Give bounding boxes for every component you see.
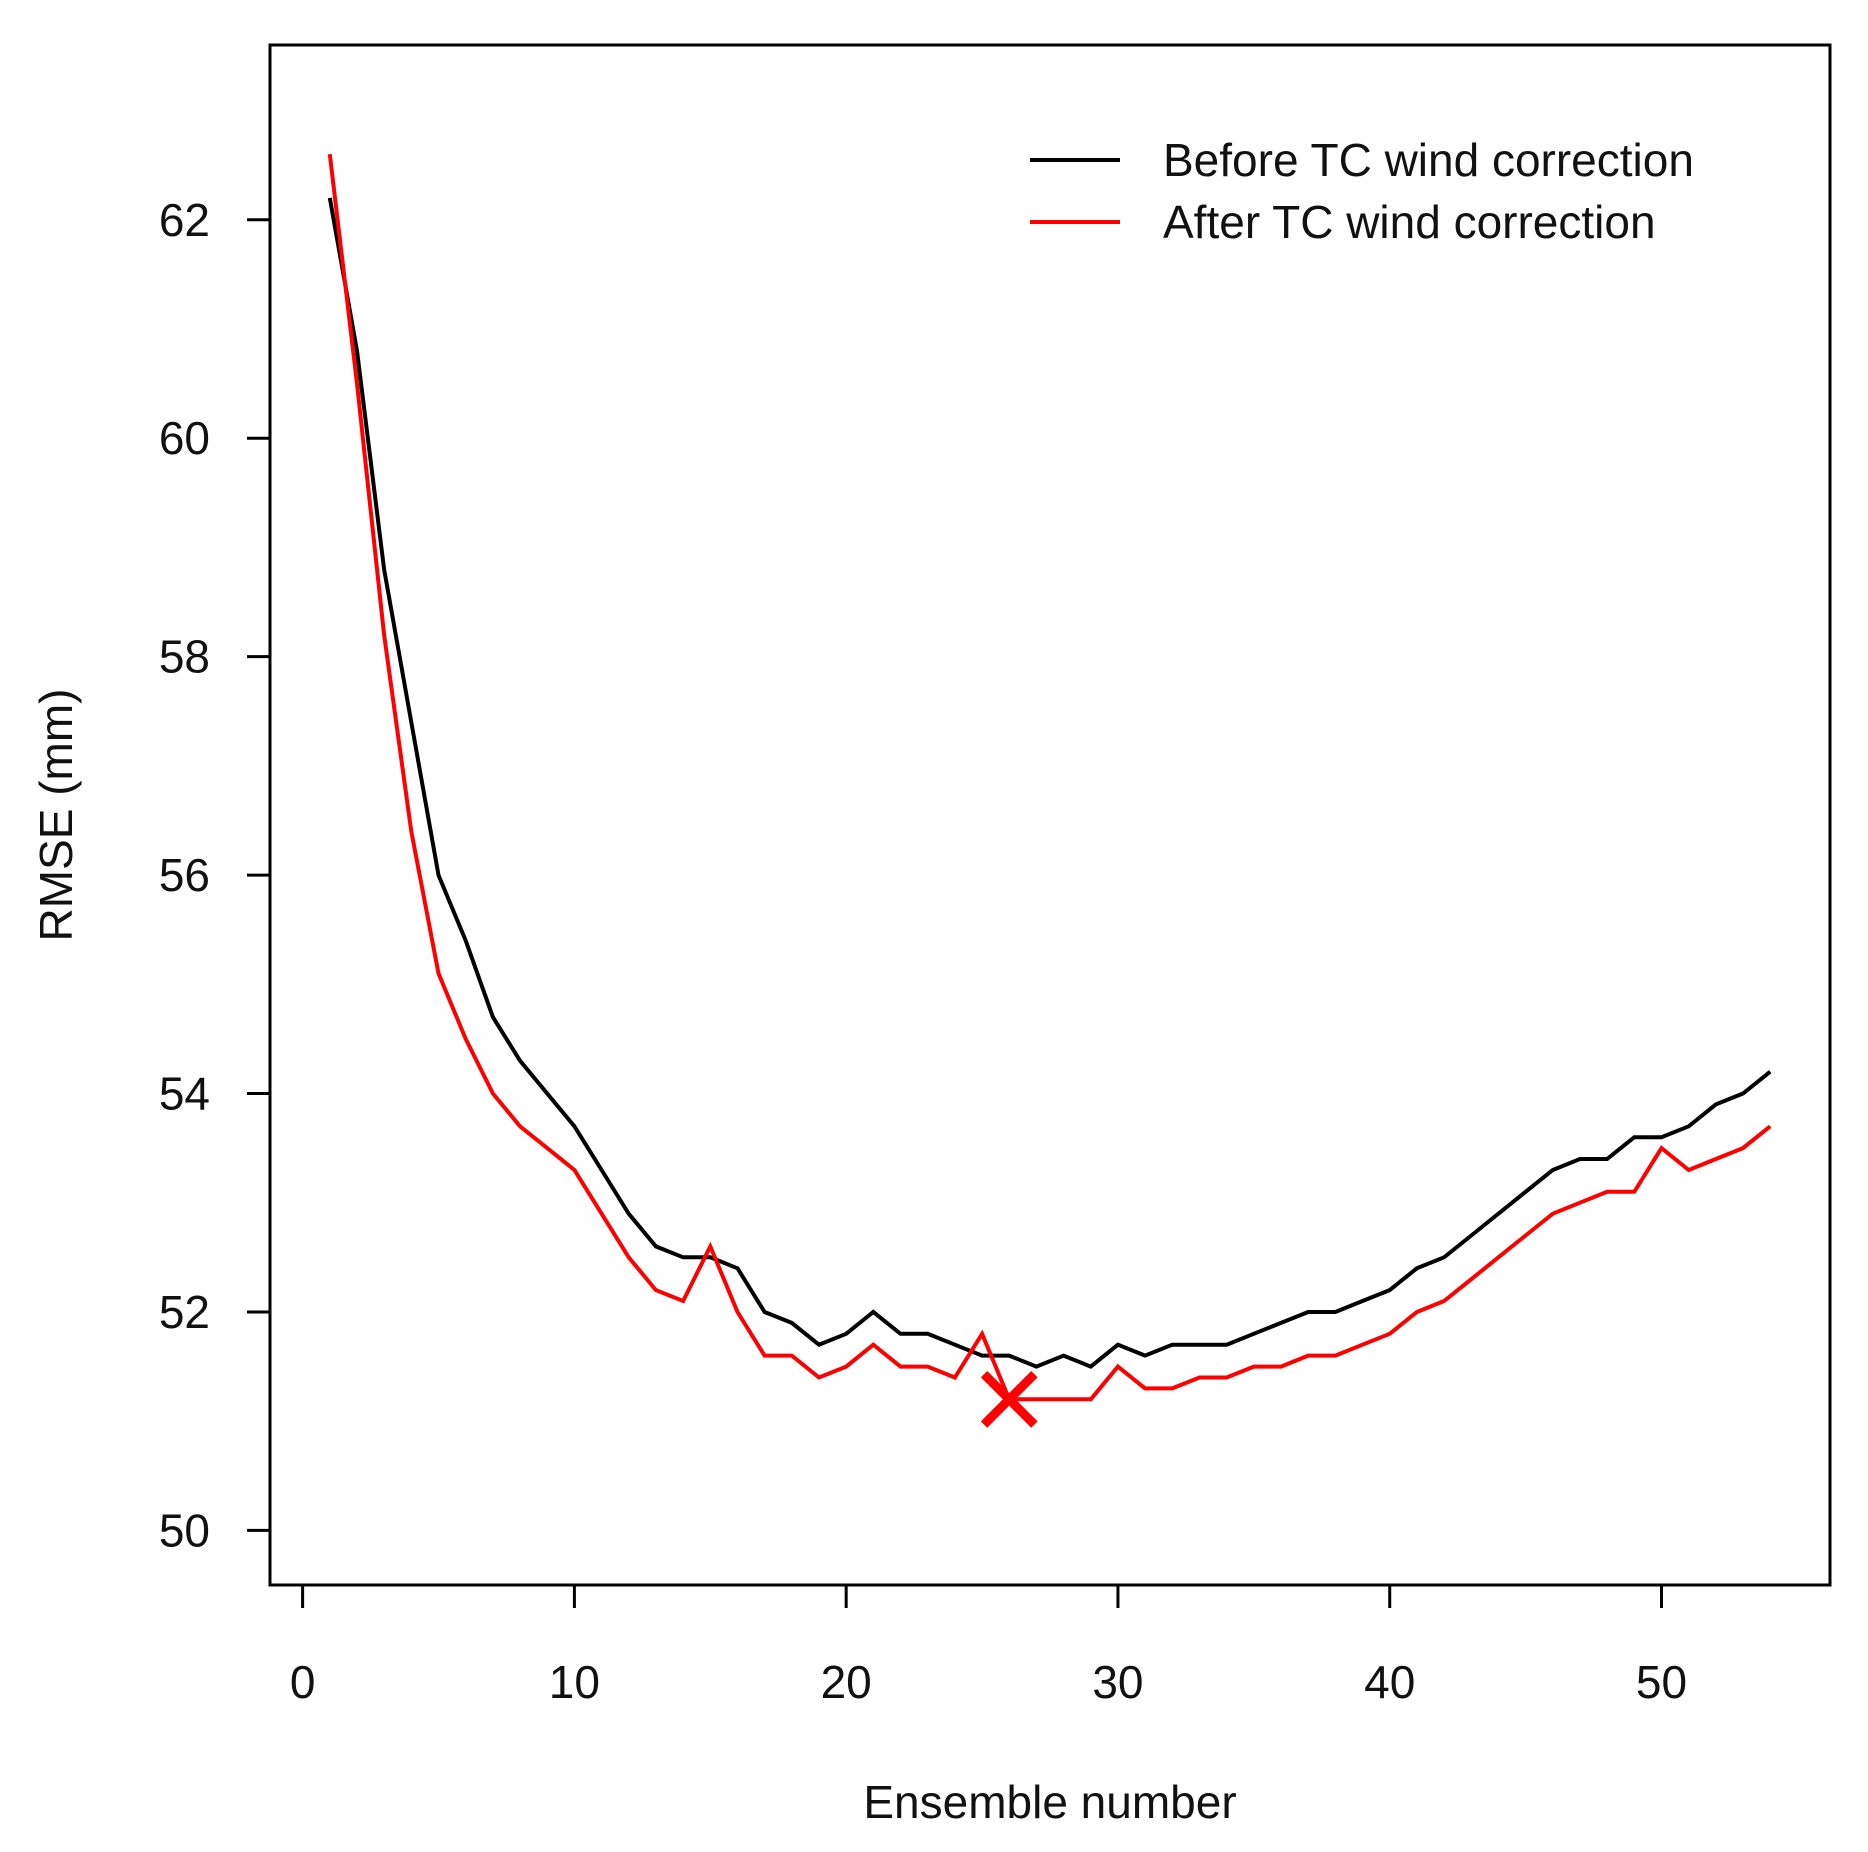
legend-label-after: After TC wind correction <box>1163 196 1656 248</box>
minimum-x-marker <box>980 1370 1038 1428</box>
x-tick-label: 10 <box>549 1656 600 1708</box>
legend: Before TC wind correction After TC wind c… <box>1030 134 1694 248</box>
y-axis-title: RMSE (mm) <box>30 689 82 942</box>
y-tick-label: 54 <box>159 1068 210 1120</box>
plot-frame <box>268 43 1832 1587</box>
x-tick-label: 20 <box>821 1656 872 1708</box>
x-tick-label: 40 <box>1364 1656 1415 1708</box>
y-tick-label: 52 <box>159 1286 210 1338</box>
y-tick-label: 62 <box>159 194 210 246</box>
x-axis: 0 10 20 30 40 50 <box>290 1583 1687 1708</box>
marker-stroke-b <box>980 1370 1038 1428</box>
y-tick-label: 60 <box>159 412 210 464</box>
y-tick-label: 56 <box>159 849 210 901</box>
y-axis: 50 52 54 56 58 60 62 <box>159 194 272 1556</box>
x-axis-title: Ensemble number <box>863 1776 1236 1828</box>
series-line-after <box>327 153 1772 1402</box>
annotation-layer <box>980 1370 1038 1428</box>
x-tick-label: 30 <box>1092 1656 1143 1708</box>
y-tick-label: 58 <box>159 631 210 683</box>
y-tick-label: 50 <box>159 1504 210 1556</box>
series-layer <box>327 153 1772 1402</box>
x-tick-label: 50 <box>1636 1656 1687 1708</box>
series-line-before <box>327 197 1772 1369</box>
x-tick-label: 0 <box>290 1656 316 1708</box>
legend-label-before: Before TC wind correction <box>1163 134 1694 186</box>
